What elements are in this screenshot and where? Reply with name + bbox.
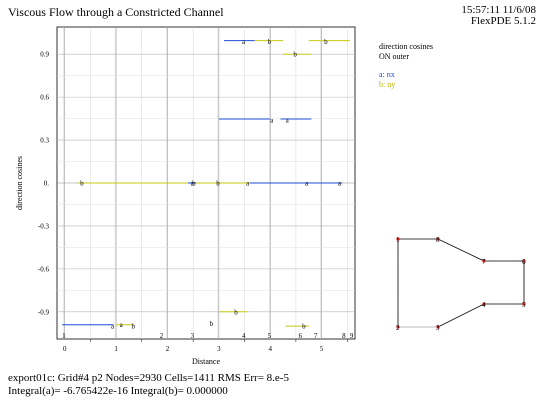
inset-node-label: 8 xyxy=(436,236,440,244)
inset-node-label: 7 xyxy=(482,258,486,266)
x-axis-title: Distance xyxy=(192,357,220,366)
inset-node-dot xyxy=(396,325,400,329)
run-stamp: 15:57:11 11/6/08 FlexPDE 5.1.2 xyxy=(461,5,536,27)
node-marker: 9 xyxy=(350,332,354,340)
x-tick-label: 5 xyxy=(320,345,324,353)
series-a-label: a xyxy=(270,117,274,125)
y-tick-label: 0.9 xyxy=(40,51,49,59)
inset-node-dot xyxy=(482,302,486,306)
series-b-label: b xyxy=(80,180,84,188)
grid-stats: export01c: Grid#4 p2 Nodes=2930 Cells=14… xyxy=(8,372,289,384)
node-marker: 3 xyxy=(191,332,195,340)
inset-node-dot xyxy=(436,237,440,241)
series-a-label: a xyxy=(338,180,342,188)
x-tick-label: 0 xyxy=(63,345,67,353)
series-b-label: b xyxy=(302,323,306,331)
node-marker: 2 xyxy=(160,332,164,340)
inset-node-label: 3 xyxy=(436,324,440,332)
node-marker: 1 xyxy=(62,332,66,340)
x-tick-label: 3 xyxy=(217,345,221,353)
series-a-label: a xyxy=(111,323,115,331)
legend: direction cosines ON outer a: nx b: ny xyxy=(379,42,433,90)
series-a-label: a xyxy=(191,180,195,188)
x-tick-label: 1 xyxy=(114,345,118,353)
series-b-label: b xyxy=(192,180,196,188)
series-b-label: b xyxy=(234,308,238,316)
inset-node-label: 6 xyxy=(522,258,526,266)
node-marker: 5 xyxy=(268,332,272,340)
timestamp: 15:57:11 11/6/08 xyxy=(461,4,536,16)
series-a-label: a xyxy=(242,38,246,46)
y-axis-title: direction cosines xyxy=(15,156,24,210)
series-a-label: a xyxy=(246,180,250,188)
y-tick-label: -0.3 xyxy=(38,222,50,230)
inset-node-label: 2 xyxy=(396,324,400,332)
series-b-label: b xyxy=(132,323,136,331)
chart-title: Viscous Flow through a Constricted Chann… xyxy=(8,5,224,19)
inset-node-dot xyxy=(396,237,400,241)
series-b-label: b xyxy=(210,320,214,328)
legend-item-a: a: nx xyxy=(379,70,395,79)
y-tick-label: -0.9 xyxy=(38,308,50,316)
series-a-label: a xyxy=(305,180,309,188)
legend-heading: direction cosines xyxy=(379,42,433,51)
x-tick-label: 2 xyxy=(166,345,170,353)
series-a-label: a xyxy=(286,117,290,125)
series-b-label: b xyxy=(268,38,272,46)
y-tick-label: 0.3 xyxy=(40,137,49,145)
node-marker: 8 xyxy=(342,332,346,340)
inset-node-label: 1 xyxy=(396,236,400,244)
legend-subheading: ON outer xyxy=(379,52,409,61)
inset-node-dot xyxy=(436,325,440,329)
y-tick-label: -0.6 xyxy=(38,265,50,273)
series-b-label: b xyxy=(216,180,220,188)
legend-item-b: b: ny xyxy=(379,80,396,89)
inset-node-label: 4 xyxy=(482,301,486,309)
x-tick-label: 4 xyxy=(268,345,272,353)
inset-node-label: 5 xyxy=(522,301,526,309)
series-b-label: b xyxy=(293,51,297,59)
node-marker: 6 xyxy=(298,332,302,340)
node-marker: 7 xyxy=(314,332,318,340)
integral-stats: Integral(a)= -6.765422e-16 Integral(b)= … xyxy=(8,385,228,397)
inset-node-dot xyxy=(522,259,526,263)
version-label: FlexPDE 5.1.2 xyxy=(470,15,536,27)
node-marker: 4 xyxy=(242,332,246,340)
inset-node-dot xyxy=(482,259,486,263)
series-b-label: b xyxy=(324,38,328,46)
channel-outline xyxy=(397,238,525,328)
y-tick-label: 0. xyxy=(44,180,50,188)
y-tick-label: 0.6 xyxy=(40,94,49,102)
inset-node-dot xyxy=(522,302,526,306)
series-a-label: a xyxy=(120,321,124,329)
